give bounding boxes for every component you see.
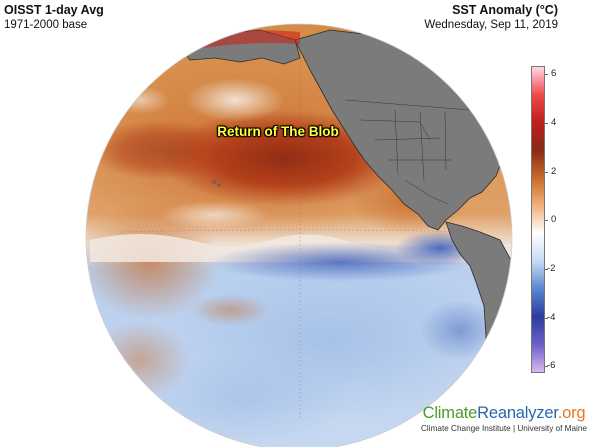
colorbar-tick-label: -4: [547, 312, 556, 323]
globe-surface: [86, 24, 512, 447]
brand-name: ClimateReanalyzer.org: [409, 404, 599, 423]
colorbar-legend: [531, 66, 545, 373]
brand-name-part1: Climate: [422, 404, 478, 422]
colorbar-tick-label: 0: [551, 214, 557, 225]
colorbar-tick-label: 4: [551, 117, 557, 128]
colorbar-tick-label: -6: [547, 360, 556, 371]
variable-title: SST Anomaly (°C): [452, 3, 558, 17]
tick-mark: [545, 269, 548, 270]
colorbar-tick-label: 6: [551, 68, 557, 79]
climate-reanalyzer-logo[interactable]: ClimateReanalyzer.org Climate Change Ins…: [409, 404, 599, 434]
tick-mark: [545, 366, 548, 367]
baseline-subtitle: 1971-2000 base: [4, 19, 88, 31]
date-label: Wednesday, Sep 11, 2019: [424, 19, 558, 31]
globe-outline: [85, 23, 513, 447]
arctic-land: [398, 29, 471, 59]
tick-mark: [545, 220, 548, 221]
header-left: OISST 1-day Avg 1971-2000 base: [4, 3, 104, 32]
tick-mark: [545, 318, 548, 319]
blob-annotation: Return of The Blob: [217, 124, 339, 139]
tick-mark: [545, 123, 548, 124]
graticule: [119, 60, 481, 420]
colorbar-tick-label: -2: [547, 263, 556, 274]
tick-mark: [545, 172, 548, 173]
header-right: SST Anomaly (°C) Wednesday, Sep 11, 2019: [424, 3, 558, 32]
dataset-title: OISST 1-day Avg: [4, 3, 104, 17]
brand-affiliation: Climate Change Institute | University of…: [421, 424, 587, 433]
brand-name-part2: Reanalyzer: [477, 404, 558, 422]
political-borders: [344, 99, 471, 205]
colorbar-tick-label: 2: [551, 166, 557, 177]
tick-mark: [545, 74, 548, 75]
brand-name-part3: .org: [557, 404, 586, 422]
